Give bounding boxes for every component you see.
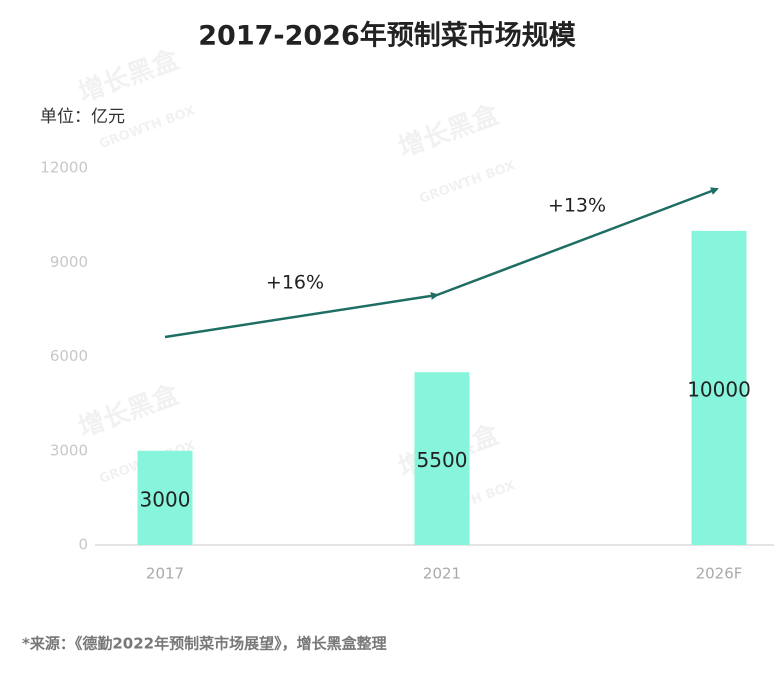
- growth-annotation: +16%: [266, 272, 324, 294]
- y-tick-label: 0: [78, 536, 88, 554]
- x-tick-label: 2021: [423, 565, 461, 583]
- value-label: 10000: [687, 377, 751, 401]
- x-tick-label: 2017: [146, 565, 184, 583]
- growth-arrow: [164, 291, 439, 339]
- bar: [414, 372, 470, 545]
- unit-label: 单位：亿元: [40, 107, 125, 127]
- y-tick-label: 6000: [50, 347, 88, 365]
- value-label: 3000: [140, 487, 191, 511]
- growth-annotation: +13%: [548, 195, 606, 217]
- y-tick-label: 12000: [40, 159, 88, 177]
- bar: [691, 230, 747, 546]
- source-note: *来源：《德勤2022年预制菜市场展望》，增长黑盒整理: [22, 635, 387, 653]
- chart-title: 2017-2026年预制菜市场规模: [198, 20, 576, 52]
- watermark: 增长黑盒: [394, 99, 503, 164]
- y-tick-label: 9000: [50, 253, 88, 271]
- growth-arrow: [436, 187, 719, 297]
- watermark-sub: GROWTH BOX: [417, 158, 517, 207]
- bar: [137, 450, 193, 545]
- y-tick-label: 3000: [50, 441, 88, 459]
- x-tick-label: 2026F: [696, 565, 743, 583]
- value-label: 5500: [417, 448, 468, 472]
- watermark: 增长黑盒: [74, 44, 183, 109]
- watermark: 增长黑盒: [74, 379, 183, 444]
